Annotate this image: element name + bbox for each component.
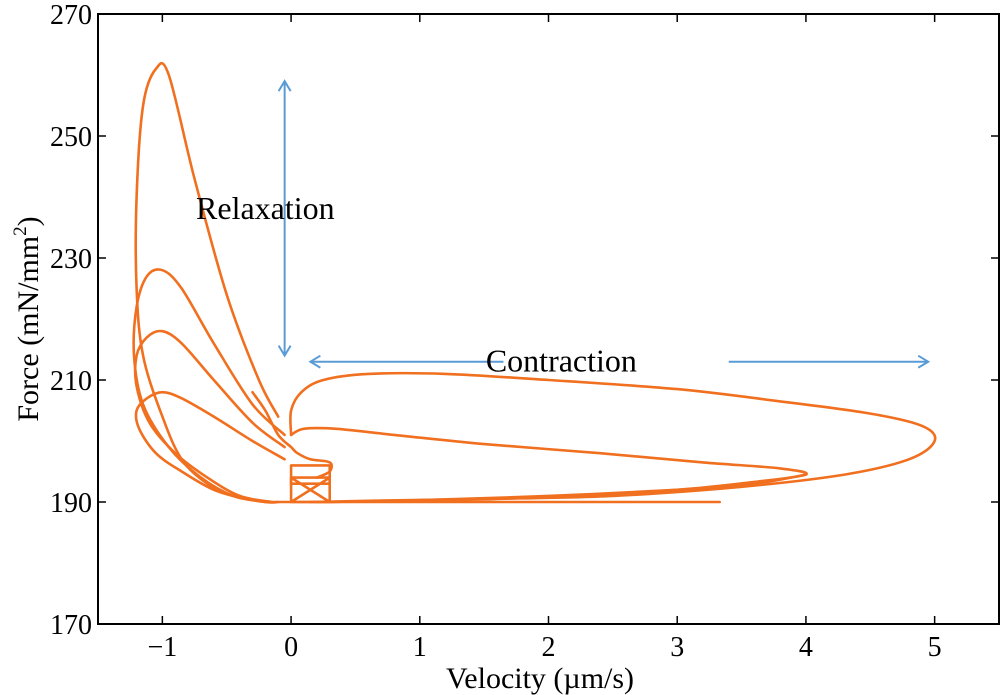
x-tick-label: 0 xyxy=(284,632,298,663)
annotation-arrows xyxy=(277,79,931,369)
annotation-contraction: Contraction xyxy=(486,343,637,379)
y-axis-ticks: 170 190 210 230 250 270 xyxy=(50,0,999,641)
series-contraction-loop-large xyxy=(289,371,937,504)
y-axis-label-main: Force (mN/mm xyxy=(12,236,45,422)
y-tick-label: 170 xyxy=(50,610,92,641)
x-tick-label: 4 xyxy=(799,632,813,663)
series-pinch-transition xyxy=(251,390,333,479)
y-tick-label: 270 xyxy=(50,0,92,31)
x-tick-label: 5 xyxy=(928,632,942,663)
x-tick-label: 3 xyxy=(670,632,684,663)
y-axis-label-close: ) xyxy=(12,216,45,226)
y-tick-label: 210 xyxy=(50,366,92,397)
annotation-labels: Relaxation Contraction xyxy=(196,190,637,379)
y-axis-label-superscript: 2 xyxy=(10,226,31,236)
x-axis-ticks: −1 0 1 2 3 4 5 xyxy=(147,14,942,663)
x-tick-label: 2 xyxy=(542,632,556,663)
series-relaxation-loop-228 xyxy=(132,268,286,504)
x-tick-label: −1 xyxy=(147,632,177,663)
y-tick-label: 230 xyxy=(50,244,92,275)
y-axis-label: Force (mN/mm2) xyxy=(10,216,45,421)
annotation-relaxation: Relaxation xyxy=(196,190,335,226)
plot-area-frame xyxy=(97,13,1000,625)
y-tick-label: 190 xyxy=(50,488,92,519)
series-layer xyxy=(132,61,937,504)
x-tick-label: 1 xyxy=(413,632,427,663)
series-contraction-return-lower xyxy=(328,473,808,504)
x-axis-label: Velocity (µm/s) xyxy=(446,662,634,695)
series-relaxation-loop-208 xyxy=(134,390,286,504)
series-center-box xyxy=(289,464,331,504)
series-center-box-inner xyxy=(289,476,331,485)
series-relaxation-loop-218 xyxy=(133,329,286,504)
y-tick-label: 250 xyxy=(50,122,92,153)
